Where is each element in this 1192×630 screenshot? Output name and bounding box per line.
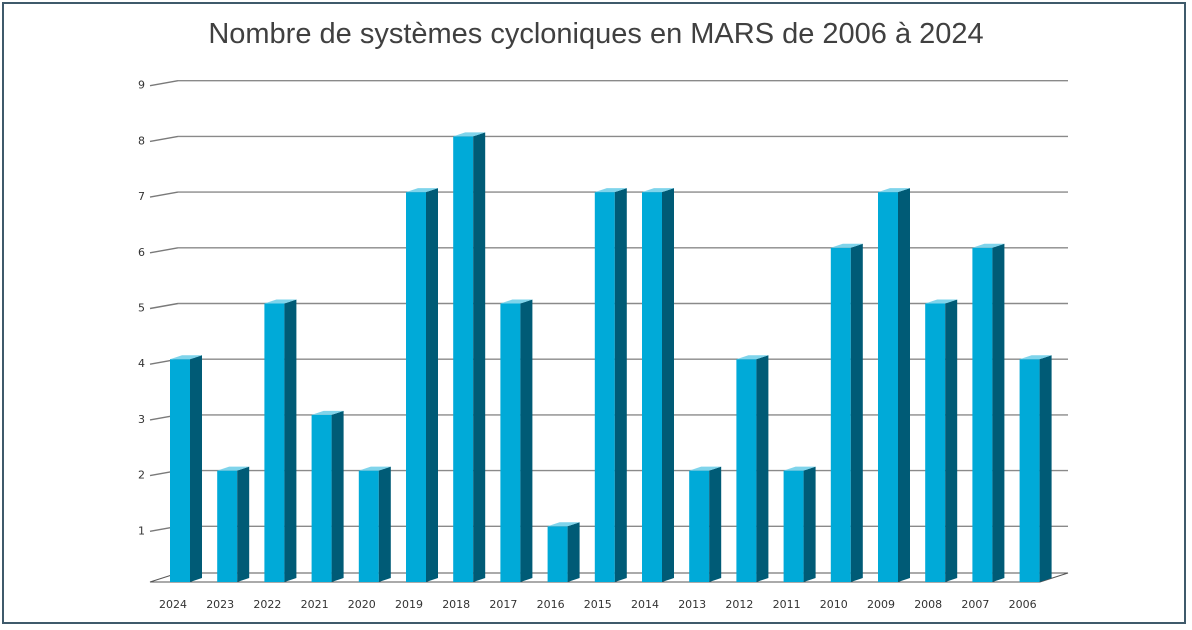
bar-top-2012 bbox=[736, 355, 769, 360]
bar-side-2008 bbox=[945, 299, 958, 582]
chart-title: Nombre de systèmes cycloniques en MARS d… bbox=[208, 18, 984, 50]
x-tick-label-2009: 2009 bbox=[867, 598, 895, 611]
x-tick-label-2024: 2024 bbox=[159, 598, 187, 611]
x-tick-label-2015: 2015 bbox=[584, 598, 612, 611]
y-tick-label-2: 2 bbox=[138, 469, 145, 482]
bar-2007 bbox=[972, 247, 993, 583]
bar-side-2012 bbox=[756, 355, 769, 582]
bar-2008 bbox=[925, 303, 946, 582]
y-tick-label-1: 1 bbox=[138, 524, 145, 537]
bar-side-2016 bbox=[567, 522, 580, 582]
bar-side-2017 bbox=[520, 299, 533, 582]
bar-side-2007 bbox=[992, 243, 1005, 583]
bar-top-2024 bbox=[170, 355, 202, 360]
x-tick-label-2014: 2014 bbox=[631, 598, 659, 611]
bar-side-2020 bbox=[378, 466, 391, 582]
bar-top-2023 bbox=[217, 466, 250, 471]
bar-side-2018 bbox=[473, 132, 486, 582]
bar-top-2011 bbox=[783, 466, 816, 471]
y-tick-label-8: 8 bbox=[138, 134, 145, 147]
bar-top-2014 bbox=[642, 188, 674, 193]
bar-2018 bbox=[453, 136, 474, 582]
bar-top-2010 bbox=[830, 243, 863, 248]
bar-2012 bbox=[736, 359, 757, 582]
y-tick-label-5: 5 bbox=[138, 302, 145, 315]
x-tick-label-2016: 2016 bbox=[537, 598, 565, 611]
bar-2023 bbox=[217, 470, 238, 582]
bar-2020 bbox=[358, 470, 379, 582]
gridline-depth-5 bbox=[149, 302, 179, 310]
bar-2022 bbox=[264, 303, 285, 582]
x-tick-label-2018: 2018 bbox=[442, 598, 470, 611]
bar-side-2015 bbox=[614, 188, 627, 582]
bar-2021 bbox=[311, 414, 332, 582]
bar-2011 bbox=[783, 470, 804, 582]
y-tick-label-7: 7 bbox=[138, 190, 145, 203]
bar-2019 bbox=[406, 192, 426, 582]
gridline-depth-8 bbox=[149, 135, 179, 143]
gridline-depth-6 bbox=[149, 247, 179, 254]
x-tick-label-2010: 2010 bbox=[820, 598, 848, 611]
y-tick-label-9: 9 bbox=[138, 79, 145, 92]
bar-top-2007 bbox=[972, 243, 1005, 248]
bar-side-2006 bbox=[1039, 355, 1052, 582]
x-tick-label-2013: 2013 bbox=[678, 598, 706, 611]
y-tick-label-6: 6 bbox=[138, 246, 145, 259]
y-tick-label-3: 3 bbox=[138, 413, 145, 426]
x-tick-label-2007: 2007 bbox=[961, 598, 989, 611]
bar-side-2022 bbox=[284, 299, 297, 582]
bar-2009 bbox=[878, 192, 898, 582]
bar-top-2006 bbox=[1019, 355, 1052, 360]
bar-top-2019 bbox=[406, 188, 438, 193]
bar-side-2023 bbox=[237, 466, 250, 582]
bar-top-2016 bbox=[547, 522, 580, 527]
x-tick-label-2019: 2019 bbox=[395, 598, 423, 611]
bar-2017 bbox=[500, 303, 521, 582]
x-tick-label-2022: 2022 bbox=[253, 598, 281, 611]
bar-side-2024 bbox=[190, 355, 202, 582]
x-tick-label-2021: 2021 bbox=[301, 598, 329, 611]
bar-top-2018 bbox=[453, 132, 486, 137]
x-tick-label-2011: 2011 bbox=[773, 598, 801, 611]
bar-side-2013 bbox=[709, 466, 722, 582]
bar-top-2022 bbox=[264, 299, 297, 304]
bar-2014 bbox=[642, 192, 662, 582]
bar-side-2014 bbox=[662, 188, 674, 582]
bar-top-2015 bbox=[594, 188, 627, 193]
bar-side-2019 bbox=[426, 188, 438, 582]
bar-2006 bbox=[1019, 359, 1040, 582]
x-tick-label-2012: 2012 bbox=[725, 598, 753, 611]
bar-top-2013 bbox=[689, 466, 722, 471]
bar-side-2010 bbox=[850, 243, 863, 583]
bar-side-2021 bbox=[331, 410, 344, 582]
bar-2024 bbox=[170, 359, 190, 582]
bar-2010 bbox=[830, 247, 851, 583]
bar-top-2017 bbox=[500, 299, 533, 304]
gridline-depth-9 bbox=[149, 80, 179, 87]
x-tick-label-2006: 2006 bbox=[1009, 598, 1037, 611]
x-tick-label-2008: 2008 bbox=[914, 598, 942, 611]
x-tick-label-2020: 2020 bbox=[348, 598, 376, 611]
bar-2016 bbox=[547, 526, 568, 582]
bar-top-2009 bbox=[878, 188, 910, 193]
bar-2013 bbox=[689, 470, 710, 582]
bar-top-2020 bbox=[358, 466, 391, 471]
bar-top-2008 bbox=[925, 299, 958, 304]
gridline-depth-7 bbox=[149, 191, 179, 198]
bar-side-2009 bbox=[898, 188, 910, 582]
x-tick-label-2023: 2023 bbox=[206, 598, 234, 611]
bar-side-2011 bbox=[803, 466, 816, 582]
bar-top-2021 bbox=[311, 410, 344, 415]
x-tick-label-2017: 2017 bbox=[489, 598, 517, 611]
y-tick-label-4: 4 bbox=[138, 357, 145, 370]
bar-2015 bbox=[594, 192, 615, 582]
